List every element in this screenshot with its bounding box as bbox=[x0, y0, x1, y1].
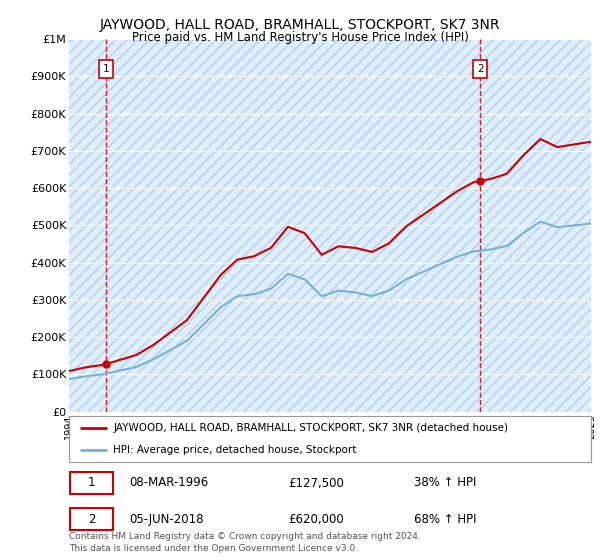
Text: 1: 1 bbox=[103, 64, 109, 74]
Text: 68% ↑ HPI: 68% ↑ HPI bbox=[413, 513, 476, 526]
FancyBboxPatch shape bbox=[70, 508, 113, 530]
Text: 05-JUN-2018: 05-JUN-2018 bbox=[129, 513, 203, 526]
Text: 2: 2 bbox=[88, 513, 95, 526]
Text: HPI: Average price, detached house, Stockport: HPI: Average price, detached house, Stoc… bbox=[113, 445, 357, 455]
Text: £127,500: £127,500 bbox=[288, 477, 344, 489]
Text: 2: 2 bbox=[477, 64, 484, 74]
FancyBboxPatch shape bbox=[70, 472, 113, 494]
Text: Price paid vs. HM Land Registry's House Price Index (HPI): Price paid vs. HM Land Registry's House … bbox=[131, 31, 469, 44]
Text: £620,000: £620,000 bbox=[288, 513, 344, 526]
Text: Contains HM Land Registry data © Crown copyright and database right 2024.
This d: Contains HM Land Registry data © Crown c… bbox=[69, 533, 421, 553]
Text: 1: 1 bbox=[88, 477, 95, 489]
Text: JAYWOOD, HALL ROAD, BRAMHALL, STOCKPORT, SK7 3NR: JAYWOOD, HALL ROAD, BRAMHALL, STOCKPORT,… bbox=[100, 18, 500, 32]
Text: 38% ↑ HPI: 38% ↑ HPI bbox=[413, 477, 476, 489]
Text: 08-MAR-1996: 08-MAR-1996 bbox=[129, 477, 208, 489]
Text: JAYWOOD, HALL ROAD, BRAMHALL, STOCKPORT, SK7 3NR (detached house): JAYWOOD, HALL ROAD, BRAMHALL, STOCKPORT,… bbox=[113, 423, 508, 433]
